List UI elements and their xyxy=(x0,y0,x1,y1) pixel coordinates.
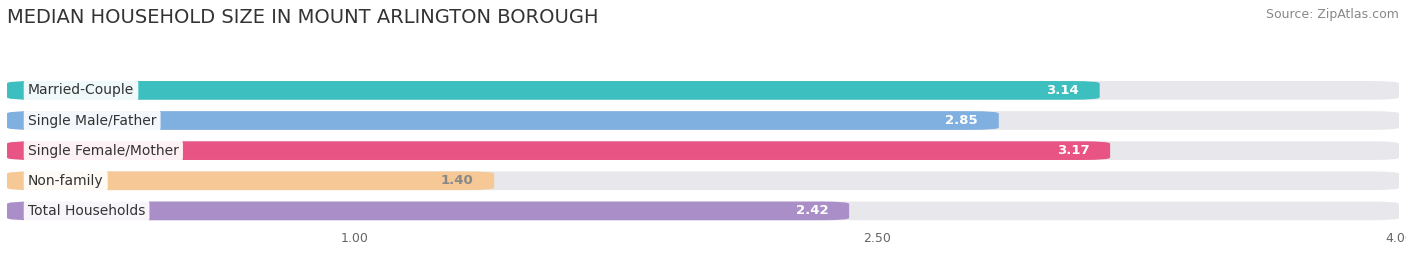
FancyBboxPatch shape xyxy=(7,81,1099,100)
FancyBboxPatch shape xyxy=(7,81,1399,100)
FancyBboxPatch shape xyxy=(7,201,1399,220)
FancyBboxPatch shape xyxy=(7,141,1111,160)
Text: 1.40: 1.40 xyxy=(440,174,474,187)
Text: MEDIAN HOUSEHOLD SIZE IN MOUNT ARLINGTON BOROUGH: MEDIAN HOUSEHOLD SIZE IN MOUNT ARLINGTON… xyxy=(7,8,599,27)
Text: Single Male/Father: Single Male/Father xyxy=(28,114,156,128)
Text: 2.42: 2.42 xyxy=(796,204,828,217)
Text: Non-family: Non-family xyxy=(28,174,104,188)
Text: 3.17: 3.17 xyxy=(1057,144,1090,157)
Text: Married-Couple: Married-Couple xyxy=(28,83,134,97)
Text: Total Households: Total Households xyxy=(28,204,145,218)
Text: 2.85: 2.85 xyxy=(945,114,979,127)
Text: Single Female/Mother: Single Female/Mother xyxy=(28,144,179,158)
FancyBboxPatch shape xyxy=(7,201,849,220)
FancyBboxPatch shape xyxy=(7,111,1399,130)
FancyBboxPatch shape xyxy=(7,141,1399,160)
FancyBboxPatch shape xyxy=(7,171,1399,190)
Text: 3.14: 3.14 xyxy=(1046,84,1078,97)
Text: Source: ZipAtlas.com: Source: ZipAtlas.com xyxy=(1265,8,1399,21)
FancyBboxPatch shape xyxy=(7,171,495,190)
FancyBboxPatch shape xyxy=(7,111,998,130)
